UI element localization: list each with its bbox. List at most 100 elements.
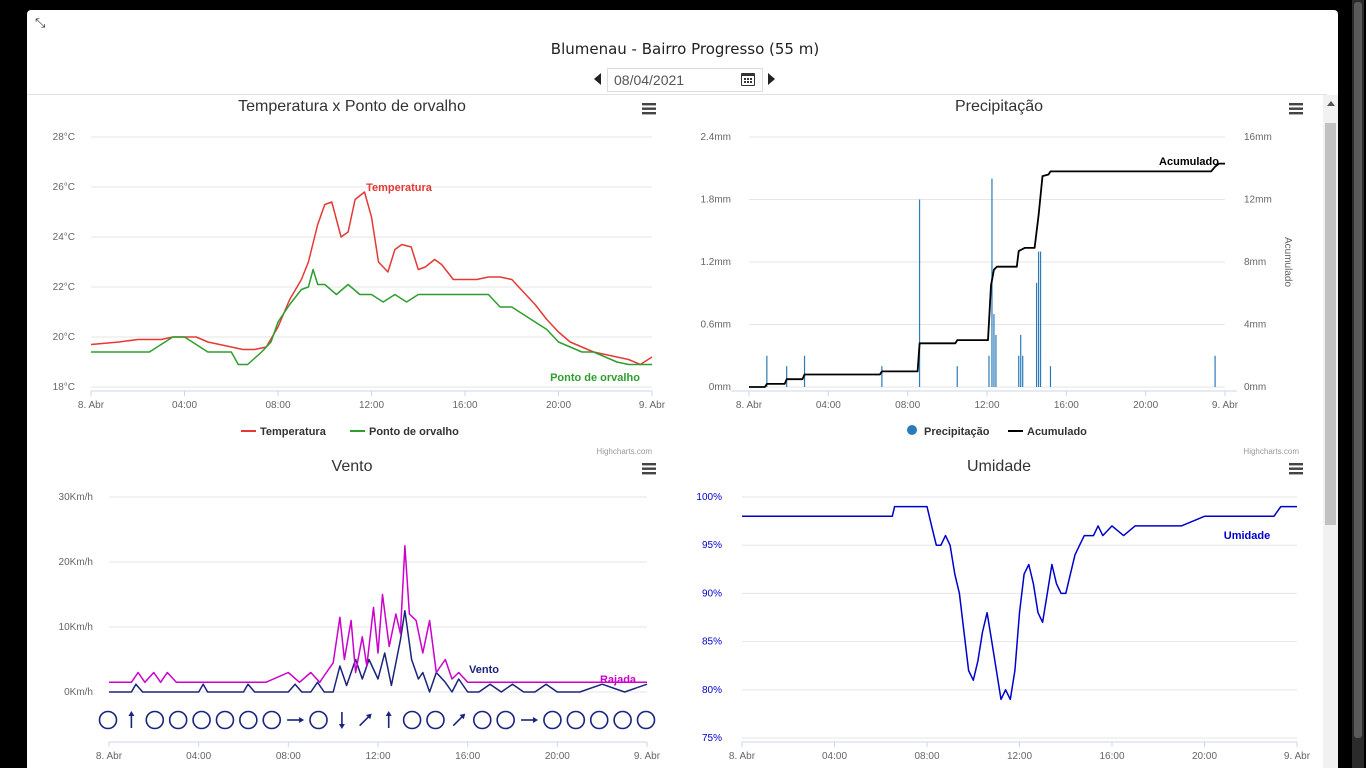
series-line-1 <box>109 545 647 684</box>
legend-label: Ponto de orvalho <box>369 426 459 438</box>
chart-title: Temperatura x Ponto de orvalho <box>238 98 466 115</box>
y-tick-label: 10Km/h <box>59 622 93 633</box>
x-tick-label: 04:00 <box>816 400 841 411</box>
x-tick-label: 20:00 <box>1192 751 1217 762</box>
menu-bar-0 <box>1289 103 1303 106</box>
series-label: Umidade <box>1224 530 1270 542</box>
header-divider <box>27 94 1327 95</box>
y-tick-label: 24°C <box>53 232 75 243</box>
chart-1: Precipitação 0mm 0.6mm 1.2mm 1.8mm 2.4mm 0mm 4m… <box>700 98 1293 411</box>
y-tick-label: 1.8mm <box>700 195 731 206</box>
caret-left-icon[interactable] <box>594 73 601 85</box>
x-tick-label: 16:00 <box>1099 751 1124 762</box>
y-tick-label: 100% <box>696 492 722 503</box>
menu-bar-2 <box>642 472 656 475</box>
y-tick-label: 20Km/h <box>59 557 93 568</box>
arrow-head <box>459 713 466 720</box>
x-tick-label: 9. Abr <box>639 400 666 411</box>
y-tick-label: 18°C <box>53 382 75 393</box>
precip-bar <box>988 355 990 387</box>
caret-right-icon[interactable] <box>768 73 775 85</box>
wind-arrow-icon <box>128 711 135 728</box>
x-tick-label: 08:00 <box>895 400 920 411</box>
x-tick-label: 8. Abr <box>78 400 105 411</box>
x-tick-label: 08:00 <box>914 751 939 762</box>
legend-label: Precipitação <box>924 426 990 438</box>
arrow-head <box>299 717 305 723</box>
wind-arrow-icon <box>385 711 392 728</box>
x-tick-label: 9. Abr <box>1284 751 1311 762</box>
x-tick-label: 8. Abr <box>729 751 756 762</box>
x-tick-label: 9. Abr <box>634 751 661 762</box>
hamburger-menu-icon[interactable] <box>1289 463 1303 475</box>
credits-label: Highcharts.com <box>1243 447 1299 456</box>
series-line-0 <box>742 505 1297 701</box>
y-tick-label: 26°C <box>53 182 75 193</box>
wind-calm-icon <box>145 710 165 730</box>
compress-icon[interactable]: ⤡ <box>35 16 46 31</box>
y2-tick-label: 8mm <box>1244 257 1266 268</box>
y-tick-label: 80% <box>702 685 722 696</box>
wind-calm-icon <box>192 710 211 730</box>
x-tick-label: 08:00 <box>265 400 290 411</box>
legend-label: Acumulado <box>1027 426 1087 438</box>
series-line-1 <box>749 162 1225 388</box>
wind-calm-icon <box>613 710 632 730</box>
wind-arrow-icon <box>287 717 305 723</box>
x-tick-label: 8. Abr <box>736 400 763 411</box>
x-tick-label: 12:00 <box>974 400 999 411</box>
y-tick-label: 0.6mm <box>700 320 731 331</box>
arrow-head <box>533 717 539 723</box>
date-input[interactable] <box>614 72 724 88</box>
y2-tick-label: 4mm <box>1244 320 1266 331</box>
wind-calm-icon <box>98 710 118 730</box>
x-tick-label: 20:00 <box>546 400 571 411</box>
page-scroll-thumb[interactable] <box>1354 2 1362 738</box>
legend-marker <box>907 425 917 435</box>
chart-0: Temperatura x Ponto de orvalho 18°C 20°C 22… <box>53 98 666 411</box>
station-modal: ⤡ Blumenau - Bairro Progresso (55 m) Tem… <box>27 10 1338 768</box>
y-tick-label: 0mm <box>709 382 731 393</box>
wind-calm-icon <box>239 710 258 730</box>
menu-bar-1 <box>642 467 656 470</box>
calendar-icon[interactable] <box>741 73 755 86</box>
wind-calm-icon <box>589 710 609 730</box>
y2-tick-label: 12mm <box>1244 195 1272 206</box>
hamburger-menu-icon[interactable] <box>642 463 656 475</box>
wind-calm-icon <box>543 710 562 730</box>
precip-bar <box>766 355 768 387</box>
precip-bar <box>1018 355 1020 387</box>
scroll-up-arrow[interactable] <box>1327 101 1335 106</box>
scroll-thumb[interactable] <box>1325 123 1336 525</box>
precip-bar <box>1020 334 1022 387</box>
x-tick-label: 04:00 <box>186 751 211 762</box>
series-label: Temperatura <box>366 182 433 194</box>
y-tick-label: 95% <box>702 540 722 551</box>
y-tick-label: 75% <box>702 733 722 744</box>
wind-calm-icon <box>309 710 328 730</box>
wind-calm-icon <box>566 710 586 730</box>
charts-area: Temperatura x Ponto de orvalho 18°C 20°C 22… <box>53 98 1311 762</box>
precip-bar <box>1214 355 1216 387</box>
menu-bar-2 <box>642 112 656 115</box>
panel-scrollbar[interactable] <box>1323 95 1338 768</box>
precip-bar <box>786 366 788 387</box>
menu-bar-1 <box>1289 467 1303 470</box>
y-tick-label: 1.2mm <box>700 257 731 268</box>
arrow-shaft <box>452 715 464 727</box>
x-tick-label: 08:00 <box>276 751 301 762</box>
wind-calm-icon <box>472 710 492 730</box>
y2-tick-label: 16mm <box>1244 132 1272 143</box>
x-tick-label: 20:00 <box>1133 400 1158 411</box>
hamburger-menu-icon[interactable] <box>1289 103 1303 115</box>
x-tick-label: 9. Abr <box>1212 400 1239 411</box>
precip-bar <box>918 199 921 387</box>
y-tick-label: 22°C <box>53 282 75 293</box>
y2-tick-label: 0mm <box>1244 382 1266 393</box>
precip-bar <box>1035 282 1038 387</box>
wind-calm-icon <box>636 710 656 730</box>
wind-arrow-icon <box>521 717 539 723</box>
hamburger-menu-icon[interactable] <box>642 103 656 115</box>
y-tick-label: 2.4mm <box>700 132 731 143</box>
precip-bar <box>1022 355 1024 387</box>
